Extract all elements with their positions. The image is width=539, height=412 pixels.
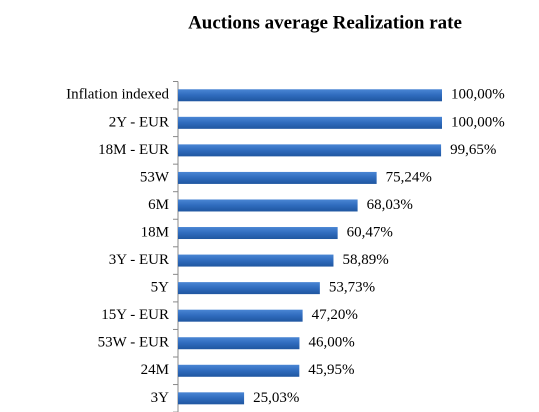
y-tick-label: 24M: [141, 362, 169, 378]
data-label: 75,24%: [386, 169, 432, 185]
data-label: 68,03%: [367, 197, 413, 213]
y-tick-label: 2Y - EUR: [109, 114, 169, 130]
y-tick-label: 3Y: [151, 390, 170, 406]
data-label: 53,73%: [329, 280, 375, 296]
y-tick-label: 53W - EUR: [98, 335, 169, 351]
y-tick-label: Inflation indexed: [66, 87, 169, 103]
y-tick-label: 3Y - EUR: [109, 252, 169, 268]
data-label: 46,00%: [308, 335, 354, 351]
bar: [178, 227, 338, 240]
bar: [178, 364, 300, 377]
y-tick-label: 18M - EUR: [98, 142, 169, 158]
data-label: 47,20%: [312, 307, 358, 323]
data-label: 100,00%: [451, 114, 505, 130]
data-label: 25,03%: [253, 390, 299, 406]
data-label: 58,89%: [342, 252, 388, 268]
bar: [178, 144, 442, 157]
bar: [178, 282, 320, 295]
bar: [178, 392, 245, 405]
y-tick-label: 53W: [140, 169, 170, 185]
bar: [178, 337, 300, 350]
data-label: 99,65%: [450, 142, 496, 158]
y-tick-label: 18M: [141, 224, 169, 240]
bar: [178, 309, 303, 322]
data-label: 45,95%: [308, 362, 354, 378]
bar: [178, 199, 358, 212]
chart-title: Auctions average Realization rate: [188, 12, 462, 33]
bar: [178, 171, 377, 184]
data-label: 100,00%: [451, 87, 505, 103]
y-tick-label: 5Y: [151, 280, 170, 296]
bar: [178, 254, 334, 267]
bar: [178, 89, 442, 102]
bar: [178, 116, 442, 129]
data-label: 60,47%: [347, 224, 393, 240]
y-tick-label: 15Y - EUR: [101, 307, 169, 323]
y-tick-label: 6M: [148, 197, 169, 213]
